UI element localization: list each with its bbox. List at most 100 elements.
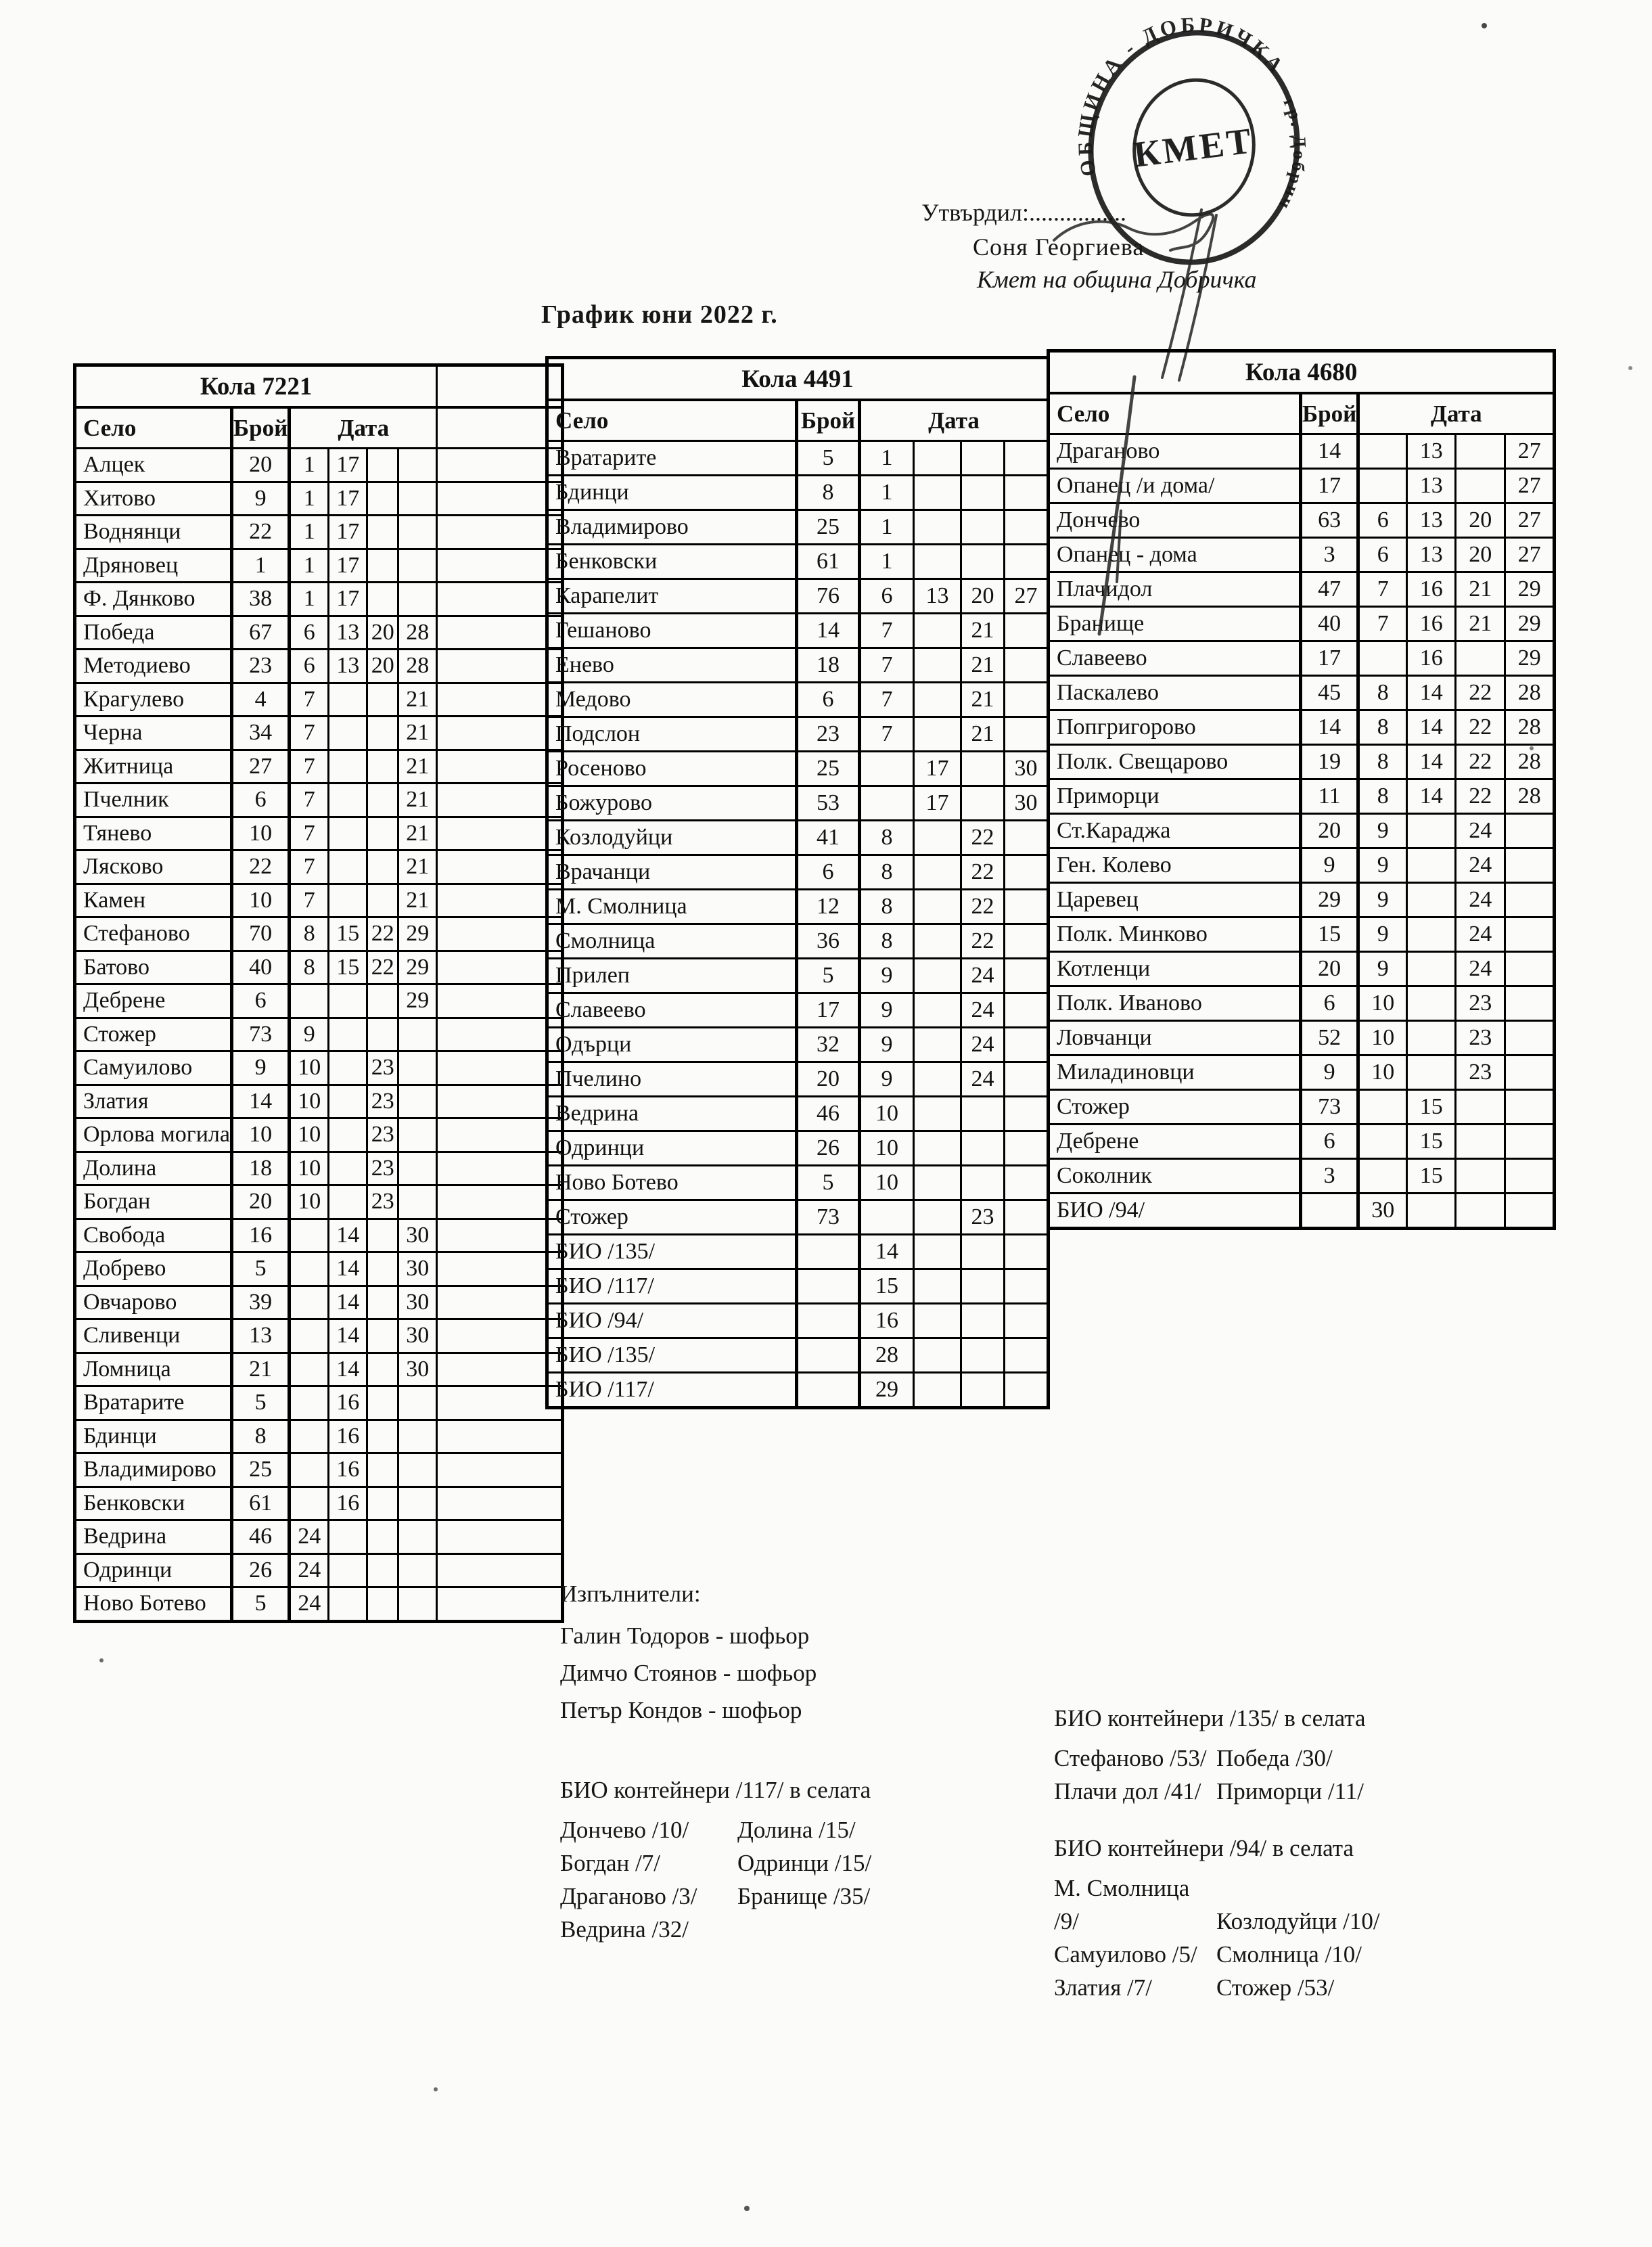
date-cell [1504, 1158, 1556, 1194]
date-cell [327, 1016, 369, 1052]
count-cell: 17 [795, 992, 861, 1028]
date-cell: 7 [288, 849, 330, 885]
date-cell [436, 715, 564, 751]
date-cell [436, 983, 564, 1019]
count-cell: 36 [795, 923, 861, 959]
village-cell: Орлова могила [74, 1117, 233, 1153]
date-cell: 15 [858, 1268, 915, 1304]
count-cell [795, 1233, 861, 1270]
village-cell: Одринци [546, 1130, 798, 1166]
date-cell [1003, 612, 1049, 649]
village-column-header: Село [1047, 392, 1302, 435]
date-cell [366, 1552, 400, 1588]
date-cell: 1 [288, 480, 330, 516]
date-cell: 7 [858, 716, 915, 752]
village-cell: Овчарово [74, 1284, 233, 1320]
table-row: Вратарите 5 16 [74, 1385, 564, 1421]
date-cell: 7 [288, 715, 330, 751]
village-cell: Одърци [546, 1026, 798, 1063]
date-cell: 8 [858, 854, 915, 890]
date-cell [366, 581, 400, 617]
table-row: Ловчанци 52 10 23 [1047, 1020, 1556, 1056]
date-cell [1003, 1130, 1049, 1166]
count-cell: 12 [795, 888, 861, 925]
date-cell: 1 [858, 440, 915, 476]
date-cell [327, 1083, 369, 1119]
table-row: Овчарово 39 14 30 [74, 1284, 564, 1320]
village-cell: Стожер [1047, 1089, 1302, 1125]
date-cell: 22 [1454, 744, 1507, 780]
date-cell [327, 748, 369, 784]
date-cell: 14 [1406, 675, 1457, 711]
date-cell: 21 [397, 782, 438, 818]
count-cell: 21 [229, 1351, 292, 1387]
table-row: БИО /117/29 [546, 1371, 1049, 1409]
approval-signer-role: Кмет на община Добричка [977, 266, 1257, 293]
date-cell [436, 882, 564, 918]
village-cell: Стожер [546, 1199, 798, 1235]
village-cell: Хитово [74, 480, 233, 516]
date-cell: 14 [327, 1251, 369, 1287]
date-cell: 14 [327, 1351, 369, 1387]
date-cell [1357, 433, 1408, 470]
table-row: Долина 18 10 23 [74, 1150, 564, 1186]
date-cell [913, 647, 962, 683]
date-cell: 15 [1406, 1158, 1457, 1194]
village-cell: Миладиновци [1047, 1054, 1302, 1091]
table-row: Стожер 73 23 [546, 1199, 1049, 1235]
date-cell [366, 1452, 400, 1488]
village-cell: БИО /94/ [1047, 1192, 1302, 1229]
count-cell: 23 [229, 648, 292, 684]
table-row: Победа 67 6 13 20 28 [74, 614, 564, 650]
list-item: Богдан /7/ [560, 1850, 660, 1876]
count-cell: 20 [1298, 813, 1360, 849]
date-cell [327, 882, 369, 918]
count-cell: 3 [1298, 1158, 1360, 1194]
date-cell: 8 [858, 923, 915, 959]
date-cell [913, 509, 962, 545]
date-cell [913, 888, 962, 925]
date-cell [397, 447, 438, 483]
village-cell: Одринци [74, 1552, 233, 1588]
date-cell: 6 [1357, 537, 1408, 573]
date-cell [913, 1302, 962, 1339]
table-row: БИО /94/30 [1047, 1192, 1556, 1229]
date-cell [288, 1284, 330, 1320]
list-item: Димчо Стоянов - шофьор [560, 1660, 817, 1686]
date-cell: 30 [397, 1351, 438, 1387]
date-cell [366, 815, 400, 851]
date-cell [366, 882, 400, 918]
list-row: Стефаново /53/Победа /30/ [1054, 1742, 1366, 1775]
date-cell [913, 474, 962, 511]
table-title-spacer [436, 364, 564, 409]
date-cell [1003, 1337, 1049, 1374]
schedule-table-kola-4491: Кола 4491 Село Брой Дата Вратарите 5 1 Бдинци 8 1… [545, 356, 1050, 1409]
date-cell [366, 480, 400, 516]
count-cell: 9 [229, 480, 292, 516]
count-cell: 20 [229, 1184, 292, 1220]
village-cell: БИО /117/ [546, 1268, 798, 1304]
date-cell: 14 [1406, 709, 1457, 746]
village-cell: Крагулево [74, 681, 233, 717]
date-cell [366, 1519, 400, 1555]
date-cell [1406, 1192, 1457, 1229]
date-header-spacer [436, 406, 564, 449]
count-cell [795, 1337, 861, 1374]
village-cell: Бдинци [74, 1418, 233, 1454]
date-cell: 7 [288, 782, 330, 818]
count-cell: 41 [795, 819, 861, 856]
village-cell: Карапелит [546, 578, 798, 614]
date-cell: 7 [1357, 571, 1408, 608]
village-cell: Камен [74, 882, 233, 918]
village-cell: Методиево [74, 648, 233, 684]
date-cell [366, 1586, 400, 1622]
table-row: Батово 40 8 15 22 29 [74, 949, 564, 985]
date-cell [1406, 1020, 1457, 1056]
date-cell: 10 [858, 1164, 915, 1201]
table-row: Славеево 17 9 24 [546, 992, 1049, 1028]
village-column-header: Село [546, 399, 798, 442]
date-cell: 22 [1454, 778, 1507, 815]
date-cell: 10 [1357, 1020, 1408, 1056]
table-row: Ведрина 46 24 [74, 1519, 564, 1555]
table-row: Златия 14 10 23 [74, 1083, 564, 1119]
